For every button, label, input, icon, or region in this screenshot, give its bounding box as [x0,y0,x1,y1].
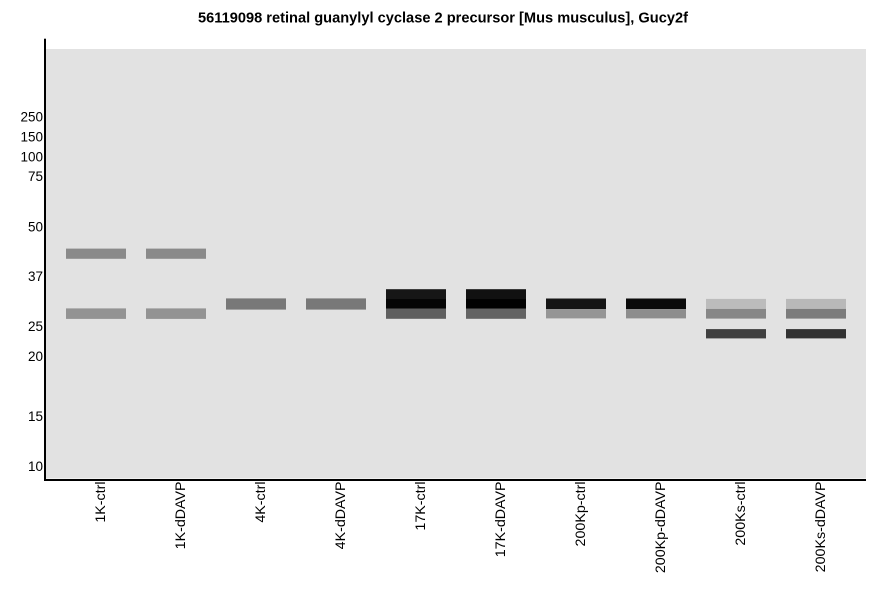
svg-text:50: 50 [28,219,43,234]
svg-text:10: 10 [28,459,43,474]
svg-text:4K-ctrl: 4K-ctrl [253,482,269,523]
svg-text:150: 150 [20,129,43,144]
svg-text:200Ks-ctrl: 200Ks-ctrl [733,482,749,546]
svg-text:56119098 retinal guanylyl cycl: 56119098 retinal guanylyl cyclase 2 prec… [198,11,688,27]
svg-text:17K-ctrl: 17K-ctrl [413,482,429,531]
svg-text:1K-dDAVP: 1K-dDAVP [173,482,189,550]
svg-text:17K-dDAVP: 17K-dDAVP [493,482,509,558]
svg-text:75: 75 [28,169,43,184]
svg-text:4K-dDAVP: 4K-dDAVP [333,482,349,550]
svg-text:1K-ctrl: 1K-ctrl [93,482,109,523]
svg-text:37: 37 [28,269,43,284]
svg-text:100: 100 [20,149,43,164]
svg-text:20: 20 [28,349,43,364]
svg-text:200Kp-ctrl: 200Kp-ctrl [573,482,589,547]
svg-text:15: 15 [28,409,43,424]
svg-text:200Ks-dDAVP: 200Ks-dDAVP [813,482,829,573]
svg-text:200Kp-dDAVP: 200Kp-dDAVP [653,482,669,574]
svg-text:25: 25 [28,319,43,334]
svg-text:250: 250 [20,109,43,124]
